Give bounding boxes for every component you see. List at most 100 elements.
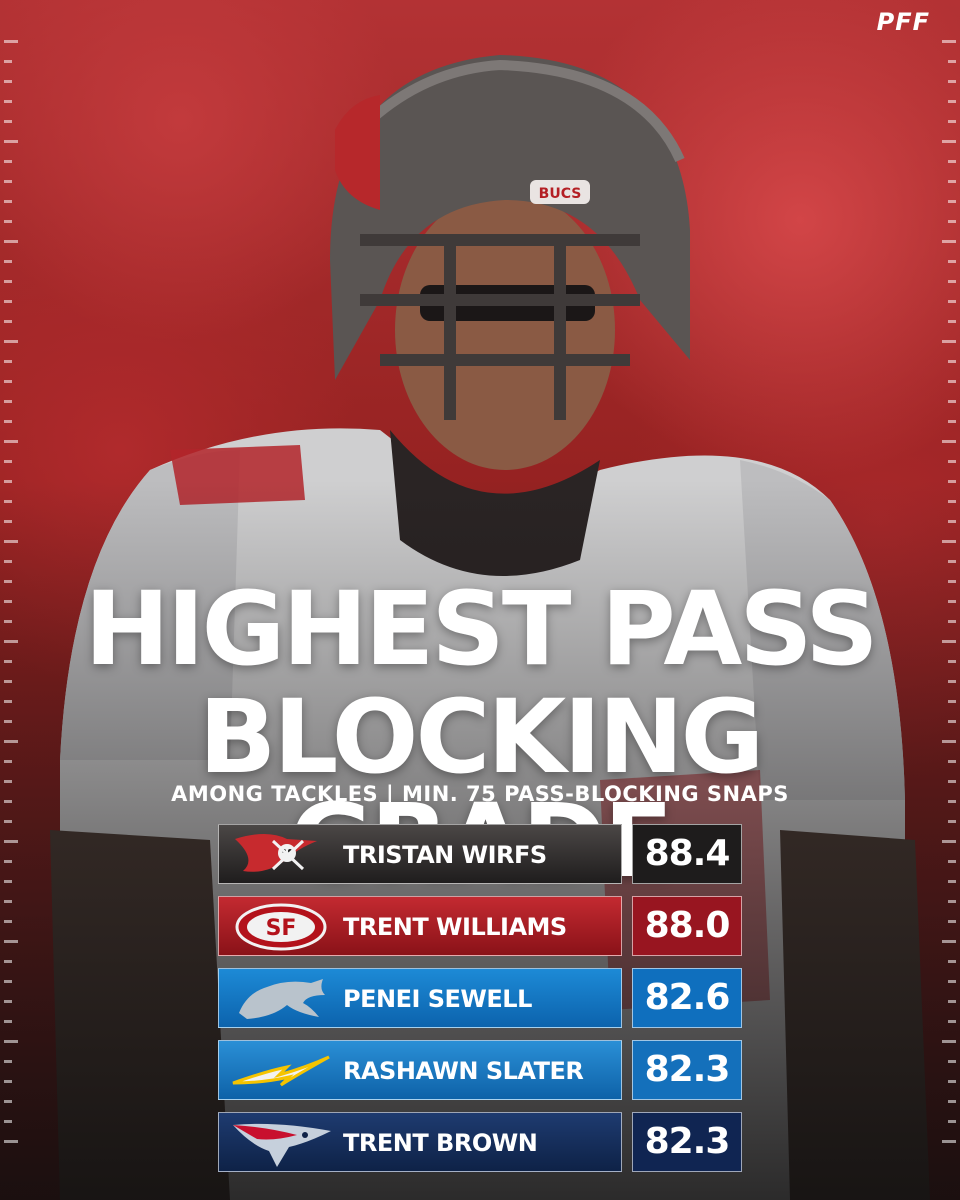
yard-tick [948,560,956,563]
yard-tick [948,1120,956,1123]
player-name: TRENT BROWN [343,1129,538,1157]
yard-tick [4,900,12,903]
yard-tick [942,640,956,643]
yard-tick [4,540,18,543]
yard-tick [948,920,956,923]
yard-tick [948,380,956,383]
yard-tick [4,780,12,783]
yard-tick [4,360,12,363]
yard-tick [948,660,956,663]
yard-tick [4,180,12,183]
yard-tick [948,120,956,123]
player-name: TRENT WILLIAMS [343,913,567,941]
yard-tick [4,400,12,403]
yard-tick [4,260,12,263]
grade-value: 82.6 [632,968,742,1028]
player-name-box: SF TRENT WILLIAMS [218,896,622,956]
yard-tick [942,440,956,443]
grade-value: 88.4 [632,824,742,884]
yard-tick [4,960,12,963]
yard-tick [948,60,956,63]
yard-tick [948,680,956,683]
player-name: PENEI SEWELL [343,985,532,1013]
ranking-row: SF TRENT WILLIAMS 88.0 [218,896,744,958]
yard-tick [4,660,12,663]
yard-tick [4,800,12,803]
yard-tick [4,140,18,143]
yard-tick [948,700,956,703]
yard-tick [942,540,956,543]
yard-tick [4,440,18,443]
yard-tick [4,920,12,923]
yard-tick [948,1060,956,1063]
yard-tick [948,360,956,363]
player-name: TRISTAN WIRFS [343,841,547,869]
yard-tick [4,620,12,623]
yard-tick [948,200,956,203]
yard-tick [4,980,12,983]
grade-value: 88.0 [632,896,742,956]
yard-tick [4,100,12,103]
yard-tick [4,1060,12,1063]
yard-tick [948,460,956,463]
yard-tick [948,480,956,483]
yard-tick [942,40,956,43]
ranking-row: RASHAWN SLATER 82.3 [218,1040,744,1102]
player-name-box: RASHAWN SLATER [218,1040,622,1100]
patriots-logo-icon [233,1123,331,1167]
yard-tick [942,240,956,243]
yard-tick [942,340,956,343]
yard-tick [4,320,12,323]
player-name: RASHAWN SLATER [343,1057,584,1085]
yard-tick [948,900,956,903]
yard-tick [942,740,956,743]
yard-tick [948,280,956,283]
yard-tick [948,1000,956,1003]
yard-tick [948,980,956,983]
yard-tick [4,1000,12,1003]
chargers-logo-icon [232,1055,330,1087]
headline-line-1: HIGHEST PASS [84,570,878,689]
yard-tick [4,80,12,83]
yard-tick [4,1100,12,1103]
yard-tick [4,240,18,243]
yard-tick [4,1040,18,1043]
player-name-box: PENEI SEWELL [218,968,622,1028]
ranking-row: TRENT BROWN 82.3 [218,1112,744,1174]
yard-tick [4,680,12,683]
yard-tick [4,120,12,123]
yard-tick [948,620,956,623]
yard-tick [4,940,18,943]
yard-tick [4,40,18,43]
yard-tick [948,760,956,763]
yard-tick [4,220,12,223]
yard-tick [4,1140,18,1143]
yard-tick [948,160,956,163]
yard-tick [4,200,12,203]
yard-tick [4,160,12,163]
yard-tick [948,220,956,223]
yard-tick [4,300,12,303]
yard-tick [4,380,12,383]
yard-tick [948,1020,956,1023]
yard-tick [4,1080,12,1083]
yard-tick [4,1020,12,1023]
yard-tick [948,320,956,323]
yard-tick [4,500,12,503]
yard-tick [4,760,12,763]
yard-tick [4,640,18,643]
svg-text:SF: SF [266,916,297,941]
yard-tick [948,520,956,523]
yard-tick [948,600,956,603]
svg-text:BUCS: BUCS [539,186,582,202]
yard-tick [948,960,956,963]
pff-logo: PFF [876,8,930,36]
yard-tick [4,460,12,463]
yard-markers-right [942,40,956,1160]
yard-tick [4,600,12,603]
yard-tick [942,1140,956,1143]
player-name-box: TRENT BROWN [218,1112,622,1172]
yard-tick [948,880,956,883]
yard-tick [4,60,12,63]
yard-tick [942,940,956,943]
